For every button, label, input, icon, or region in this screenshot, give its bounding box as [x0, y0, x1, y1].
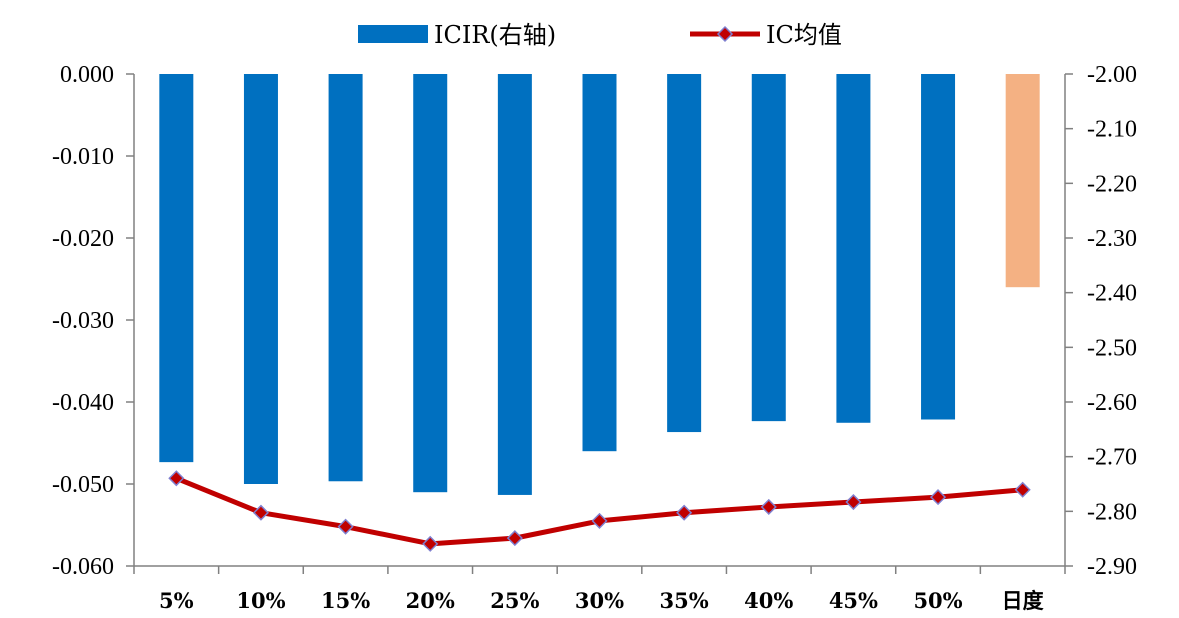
left-tick-label: -0.020 — [52, 226, 114, 252]
bar-50% — [921, 74, 956, 420]
left-tick-label: -0.060 — [52, 554, 114, 580]
right-tick-label: -2.60 — [1087, 390, 1137, 416]
ic-mean-point-30% — [591, 512, 608, 529]
ic-mean-point-40% — [760, 498, 777, 516]
x-tick-label: 10% — [236, 588, 285, 613]
x-tick-label: 25% — [490, 588, 539, 613]
left-tick-label: -0.010 — [52, 144, 114, 170]
bar-40% — [751, 74, 786, 422]
x-tick-label: 5% — [159, 588, 194, 613]
bar-15% — [328, 74, 363, 482]
axis-labels: 0.000 -0.010 -0.020 -0.030 -0.040 -0.050 -0.06… — [52, 62, 1137, 613]
legend-line-marker — [716, 25, 734, 43]
x-tick-label: 45% — [829, 588, 878, 613]
legend-bar-swatch — [358, 25, 428, 43]
left-tick-label: -0.050 — [52, 472, 114, 498]
ic-mean-point-25% — [506, 530, 523, 547]
legend-line-label: IC均值 — [766, 21, 842, 49]
x-tick-label: 35% — [660, 588, 709, 613]
bar-30% — [582, 74, 617, 452]
bar-45% — [836, 74, 871, 423]
x-tick-label: 30% — [575, 588, 624, 613]
x-tick-label: 20% — [406, 588, 455, 613]
axes — [126, 73, 1073, 574]
bar-series — [159, 74, 1040, 495]
left-tick-label: 0.000 — [60, 62, 114, 88]
right-tick-label: -2.50 — [1087, 335, 1137, 361]
ic-mean-point-15% — [337, 518, 354, 535]
right-tick-label: -2.20 — [1087, 171, 1137, 197]
right-tick-label: -2.10 — [1087, 117, 1137, 143]
x-tick-label: 15% — [321, 588, 370, 613]
right-tick-label: -2.30 — [1087, 226, 1137, 252]
x-tick-label: 40% — [744, 588, 793, 613]
legend-bar-label: ICIR(右轴) — [434, 21, 556, 49]
ic-mean-point-45% — [845, 493, 862, 511]
ic-mean-line — [175, 475, 1023, 547]
right-tick-label: -2.80 — [1087, 499, 1137, 525]
x-tick-label: 50% — [913, 588, 962, 613]
right-tick-label: -2.90 — [1087, 554, 1137, 580]
legend: ICIR(右轴) IC均值 — [358, 21, 842, 49]
left-tick-label: -0.040 — [52, 390, 114, 416]
bar-10% — [243, 74, 278, 484]
bar-20% — [413, 74, 448, 493]
x-tick-label: 日度 — [1002, 588, 1044, 613]
line-series — [168, 470, 1031, 552]
ic-mean-point-10% — [252, 504, 270, 521]
ic-mean-point-日度 — [1014, 481, 1031, 498]
ic-mean-point-35% — [676, 504, 693, 521]
right-tick-label: -2.00 — [1087, 62, 1137, 88]
right-tick-label: -2.40 — [1087, 281, 1137, 307]
bar-5% — [159, 74, 194, 463]
ic-mean-point-5% — [168, 470, 185, 487]
ic-mean-point-20% — [422, 535, 439, 552]
ic-mean-point-50% — [929, 489, 947, 506]
bar-日度 — [1005, 74, 1040, 288]
left-tick-label: -0.030 — [52, 308, 114, 334]
bar-25% — [497, 74, 532, 495]
right-tick-label: -2.70 — [1087, 445, 1137, 471]
bar-35% — [667, 74, 702, 433]
